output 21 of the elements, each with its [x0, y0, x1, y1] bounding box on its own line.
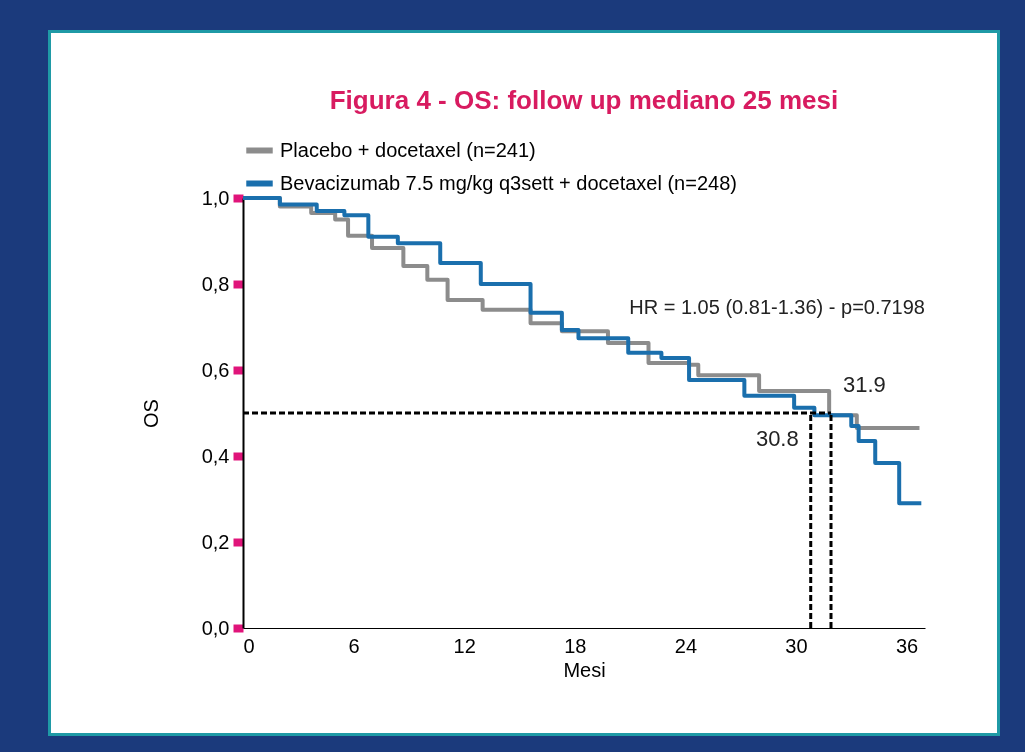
x-tick-label: 6 [348, 634, 360, 657]
y-tick-label: 0,0 [201, 616, 230, 639]
y-tick-label: 1,0 [201, 186, 230, 209]
legend-label: Bevacizumab 7.5 mg/kg q3sett + docetaxel (n=248) [280, 171, 737, 194]
legend-label: Placebo + docetaxel (n=241) [280, 138, 536, 161]
x-tick-label: 24 [674, 634, 697, 657]
ref-line-label: 31.9 [842, 372, 886, 398]
y-tick-label: 0,6 [201, 358, 230, 381]
x-axis-title: Mesi [563, 658, 606, 681]
x-tick-label: 30 [785, 634, 808, 657]
x-tick-label: 0 [243, 634, 255, 657]
y-axis-title: OS [139, 399, 162, 428]
annotation: HR = 1.05 (0.81-1.36) - p=0.7198 [629, 296, 925, 318]
x-tick-label: 18 [564, 634, 587, 657]
y-tick-label: 0,8 [201, 272, 230, 295]
y-tick-label: 0,2 [201, 530, 230, 553]
y-tick-label: 0,4 [201, 444, 230, 467]
ref-line-label: 30.8 [755, 425, 799, 451]
x-tick-label: 36 [895, 634, 919, 657]
chart-title: Figura 4 - OS: follow up mediano 25 mesi [329, 85, 839, 115]
x-tick-label: 12 [453, 634, 476, 657]
